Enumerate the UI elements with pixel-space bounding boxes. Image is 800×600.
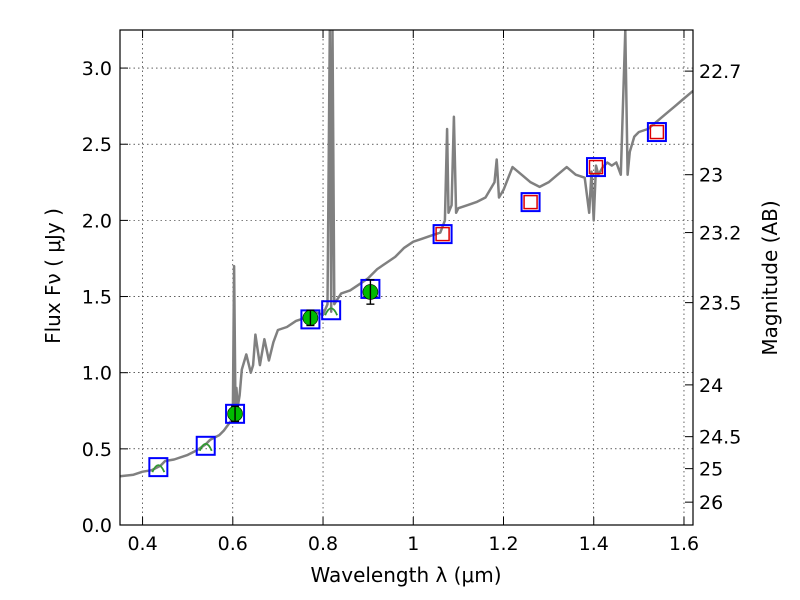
upper-limit-marker [523,194,538,210]
filter-curve [198,442,213,452]
y2-tick-label: 26 [699,492,723,514]
y2-tick-label: 24 [699,375,723,397]
model-point-marker [195,435,216,456]
marker-layer [148,122,667,478]
y-tick-label: 1.5 [82,287,112,309]
grid [120,30,693,526]
spectrum-line [120,30,693,478]
y-tick-label: 0.5 [82,439,112,461]
x-tick-label: 0.8 [308,533,338,555]
model-point-marker [432,224,453,245]
y2-tick-label: 22.7 [699,61,741,83]
filter-curve [324,307,338,316]
model-point-marker [225,403,246,424]
model-point-marker [321,300,342,321]
y-tick-label: 0.0 [82,515,112,537]
upper-limit-marker [588,159,604,175]
x-tick-label: 1 [407,533,419,555]
y-tick-label: 3.0 [82,58,112,80]
spectrum-layer [120,30,693,478]
x-tick-label: 0.6 [218,533,248,555]
x-tick-label: 1.4 [579,533,609,555]
x-tick-label: 1.2 [488,533,518,555]
x-tick-label: 1.6 [669,533,699,555]
y2-tick-label: 23.5 [699,293,741,315]
model-point-marker [585,157,606,178]
x-tick-label: 0.4 [127,533,157,555]
y2-tick-label: 23 [699,165,723,187]
model-point-marker [646,122,667,143]
y2-axis-label: Magnitude (AB) [758,200,782,355]
x-axis-label: Wavelength λ (μm) [310,563,501,587]
model-point-marker [520,192,541,213]
axes [119,29,694,526]
y2-tick-label: 23.2 [699,223,741,245]
y-tick-label: 2.0 [82,210,112,232]
y2-tick-label: 25 [699,459,723,481]
plot-frame [119,29,694,526]
tick-labels: 0.4 0.6 0.8 1 1.2 1.4 1.6 0.0 0.5 1.0 1.5 2.0 2.5 3.0… [82,58,742,555]
upper-limit-marker [649,124,665,140]
y-axis-label: Flux Fν ( μJy ) [41,208,65,344]
y2-tick-label: 24.5 [699,427,741,449]
y-tick-label: 2.5 [82,134,112,156]
model-point-marker [148,457,169,478]
y-tick-label: 1.0 [82,363,112,385]
filter-curve [151,464,166,473]
upper-limit-marker [435,226,450,242]
